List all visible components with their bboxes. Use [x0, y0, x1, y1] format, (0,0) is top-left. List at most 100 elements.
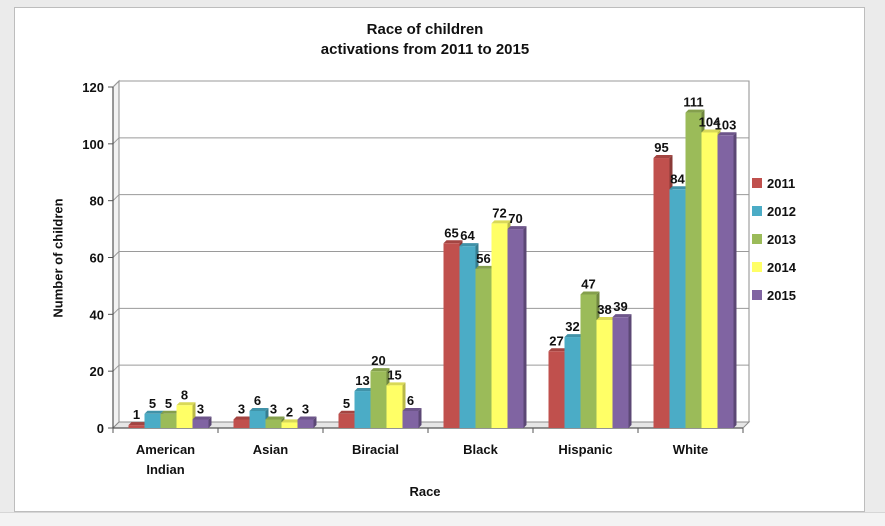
bar-2015 — [192, 419, 209, 428]
bar-side — [523, 226, 527, 428]
bar-top — [386, 382, 406, 386]
bar-top — [596, 317, 616, 321]
bar-2013 — [370, 371, 387, 428]
gridline-depth — [112, 307, 120, 315]
bar-2011 — [653, 158, 670, 428]
bar-2012 — [144, 413, 161, 428]
category-label: Biracial — [352, 442, 399, 457]
data-label: 5 — [343, 396, 350, 411]
legend-swatch — [752, 234, 762, 244]
gridline-depth — [112, 80, 120, 88]
bar-2015 — [507, 229, 524, 428]
bar-top — [160, 410, 180, 414]
bar-2015 — [297, 419, 314, 428]
legend-swatch — [752, 206, 762, 216]
bar-2012 — [669, 189, 686, 428]
legend-label: 2014 — [767, 259, 796, 275]
bar-top — [491, 220, 511, 224]
bar-2015 — [717, 135, 734, 428]
bar-top — [192, 416, 212, 420]
bar-2014 — [281, 422, 298, 428]
chart-title-line-2: activations from 2011 to 2015 — [320, 41, 530, 58]
bar-top — [144, 410, 164, 414]
legend-item-2014: 2014 — [752, 253, 796, 281]
bar-2013 — [580, 294, 597, 428]
legend-item-2013: 2013 — [752, 225, 796, 253]
category-label: American — [136, 442, 195, 457]
bar-2012 — [459, 246, 476, 428]
legend-label: 2015 — [767, 287, 796, 303]
data-label: 38 — [597, 302, 611, 317]
bar-top — [338, 410, 358, 414]
category-label: Asian — [253, 442, 288, 457]
y-axis-label: Number of children — [50, 198, 66, 318]
category-label: White — [673, 442, 708, 457]
data-label: 65 — [444, 225, 458, 240]
data-label: 15 — [387, 367, 401, 382]
bar-top — [564, 334, 584, 338]
bar-2013 — [685, 112, 702, 428]
data-label: 95 — [654, 140, 668, 155]
y-tick-label: 40 — [90, 307, 104, 322]
bar-top — [507, 226, 527, 230]
bar-top — [612, 314, 632, 318]
chart-title-line-1: Race of children — [366, 21, 484, 38]
bar-top — [233, 416, 253, 420]
bar-2014 — [491, 223, 508, 428]
data-label: 3 — [302, 401, 309, 416]
data-label: 5 — [165, 396, 172, 411]
bar-top — [443, 240, 463, 244]
data-label: 20 — [371, 353, 385, 368]
bar-top — [249, 407, 269, 411]
data-label: 5 — [149, 396, 156, 411]
data-label: 3 — [197, 401, 204, 416]
data-label: 32 — [565, 319, 579, 334]
bar-top — [265, 416, 285, 420]
legend-label: 2011 — [767, 175, 796, 191]
bar-2014 — [176, 405, 193, 428]
chart-legend: 2011 2012 2013 2014 2015 — [752, 169, 796, 309]
legend-swatch — [752, 178, 762, 188]
legend-item-2011: 2011 — [752, 169, 796, 197]
bar-2011 — [128, 425, 145, 428]
data-label: 6 — [407, 393, 414, 408]
data-label: 27 — [549, 333, 563, 348]
data-label: 6 — [254, 393, 261, 408]
data-label: 8 — [181, 387, 188, 402]
page-bottom-strip — [0, 512, 885, 526]
bar-side — [733, 132, 737, 428]
bar-top — [459, 243, 479, 247]
data-label: 3 — [270, 401, 277, 416]
bar-2011 — [548, 351, 565, 428]
data-label: 47 — [581, 276, 595, 291]
bar-top — [354, 388, 374, 392]
bar-top — [685, 109, 705, 113]
bar-side — [628, 314, 632, 428]
data-label: 56 — [476, 251, 490, 266]
bar-top — [128, 422, 148, 426]
data-label: 2 — [286, 404, 293, 419]
data-label: 13 — [355, 373, 369, 388]
y-tick-label: 20 — [90, 364, 104, 379]
data-label: 84 — [670, 171, 685, 186]
bar-2013 — [265, 419, 282, 428]
category-label: Black — [463, 442, 498, 457]
y-tick-label: 120 — [82, 80, 104, 95]
bar-top — [297, 416, 317, 420]
bar-top — [402, 407, 422, 411]
legend-label: 2012 — [767, 203, 796, 219]
bar-top — [580, 291, 600, 295]
legend-swatch — [752, 290, 762, 300]
bar-2011 — [443, 243, 460, 428]
bar-2013 — [160, 413, 177, 428]
legend-item-2012: 2012 — [752, 197, 796, 225]
category-label: Hispanic — [558, 442, 612, 457]
bar-top — [701, 129, 721, 133]
bar-2013 — [475, 268, 492, 428]
bar-2012 — [564, 337, 581, 428]
bar-2012 — [354, 391, 371, 428]
bar-2014 — [596, 320, 613, 428]
bar-2014 — [386, 385, 403, 428]
data-label: 104 — [699, 114, 721, 129]
gridline-depth — [112, 364, 120, 372]
